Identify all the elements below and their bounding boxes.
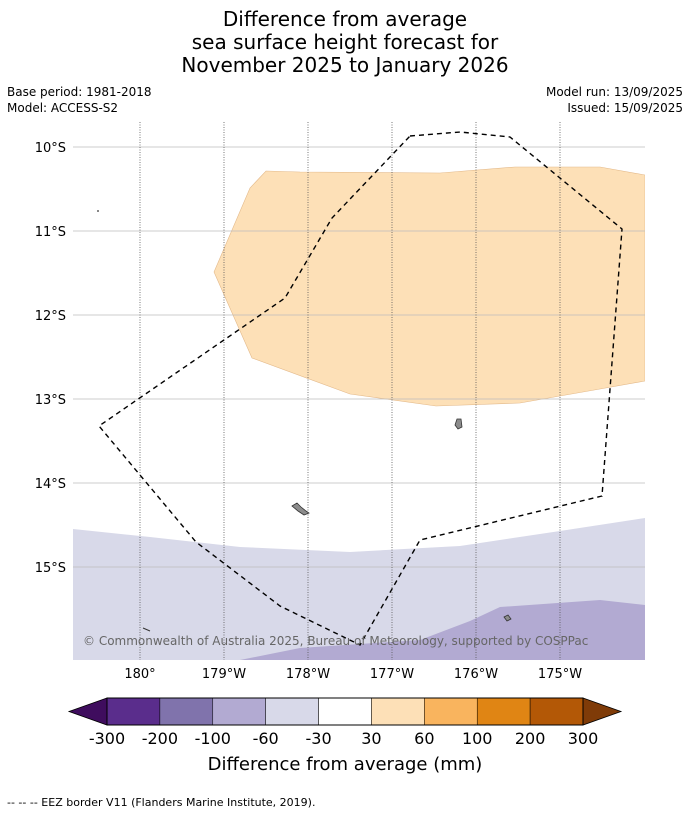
colorbar-segment xyxy=(212,697,266,726)
lon-tick-label: 175°W xyxy=(538,667,582,682)
lat-tick-label: 13°S xyxy=(35,393,66,408)
lat-tick-label: 10°S xyxy=(35,141,66,156)
island-5 xyxy=(97,210,99,212)
colorbar-frame xyxy=(106,697,584,726)
model-run: Model run: 13/09/2025 xyxy=(545,85,683,99)
chart-title: Difference from average sea surface heig… xyxy=(0,8,690,77)
colorbar-tick-label: -30 xyxy=(305,729,331,748)
colorbar-segment xyxy=(318,697,372,726)
anomaly-region-negative xyxy=(240,600,645,660)
lat-tick-label: 15°S xyxy=(35,561,66,576)
longitude-labels: 180° 179°W 178°W 177°W 176°W 175°W xyxy=(124,667,582,682)
lon-tick-label: 177°W xyxy=(370,667,414,682)
colorbar-segment xyxy=(529,697,584,726)
meta-right: Model run: 13/09/2025 Issued: 15/09/2025 xyxy=(546,84,683,116)
colorbar-extend-min xyxy=(67,697,108,726)
colorbar-segment xyxy=(106,697,161,726)
lon-tick-label: 178°W xyxy=(286,667,330,682)
meta-left: Base period: 1981-2018 Model: ACCESS-S2 xyxy=(7,84,152,116)
colorbar-extend-max xyxy=(582,697,623,726)
colorbar: -300 -200 -100 -60 -30 30 60 100 200 300 xyxy=(67,697,623,748)
colorbar-tick-label: 300 xyxy=(568,729,599,748)
colorbar-segment xyxy=(424,697,478,726)
forecast-map: © Commonwealth of Australia 2025, Bureau… xyxy=(35,122,645,775)
eez-footnote: -- -- -- EEZ border V11 (Flanders Marine… xyxy=(7,796,316,809)
lat-tick-label: 14°S xyxy=(35,477,66,492)
colorbar-segment xyxy=(159,697,214,726)
base-period: Base period: 1981-2018 xyxy=(7,85,152,99)
title-line-3: November 2025 to January 2026 xyxy=(181,53,509,77)
lat-tick-label: 12°S xyxy=(35,309,66,324)
island-1 xyxy=(454,418,463,430)
colorbar-segment xyxy=(371,697,425,726)
lon-tick-label: 176°W xyxy=(454,667,498,682)
eez-border xyxy=(97,131,623,646)
lon-tick-label: 180° xyxy=(124,667,155,682)
island-3 xyxy=(503,614,512,622)
colorbar-segment xyxy=(265,697,319,726)
colorbar-tick-label: 60 xyxy=(414,729,434,748)
colorbar-tick-label: -200 xyxy=(142,729,178,748)
issued-date: Issued: 15/09/2025 xyxy=(567,101,683,115)
colorbar-tick-label: 100 xyxy=(462,729,493,748)
lat-tick-label: 11°S xyxy=(35,225,66,240)
latitude-labels: 10°S 11°S 12°S 13°S 14°S 15°S xyxy=(35,141,66,576)
map-plot-area: © Commonwealth of Australia 2025, Bureau… xyxy=(73,122,645,660)
title-line-2: sea surface height forecast for xyxy=(191,30,499,54)
island-2 xyxy=(291,502,310,516)
colorbar-segment xyxy=(476,697,531,726)
island-4 xyxy=(142,627,151,632)
map-copyright: © Commonwealth of Australia 2025, Bureau… xyxy=(83,634,588,648)
colorbar-tick-label: -100 xyxy=(195,729,231,748)
anomaly-region-positive xyxy=(213,166,645,407)
colorbar-tick-label: 200 xyxy=(515,729,546,748)
colorbar-tick-label: -300 xyxy=(89,729,125,748)
title-line-1: Difference from average xyxy=(222,7,468,31)
colorbar-tick-label: -60 xyxy=(253,729,279,748)
colorbar-title: Difference from average (mm) xyxy=(208,754,483,775)
gridlines xyxy=(73,122,645,660)
model-name: Model: ACCESS-S2 xyxy=(7,101,119,115)
lon-tick-label: 179°W xyxy=(202,667,246,682)
colorbar-tick-label: 30 xyxy=(361,729,381,748)
